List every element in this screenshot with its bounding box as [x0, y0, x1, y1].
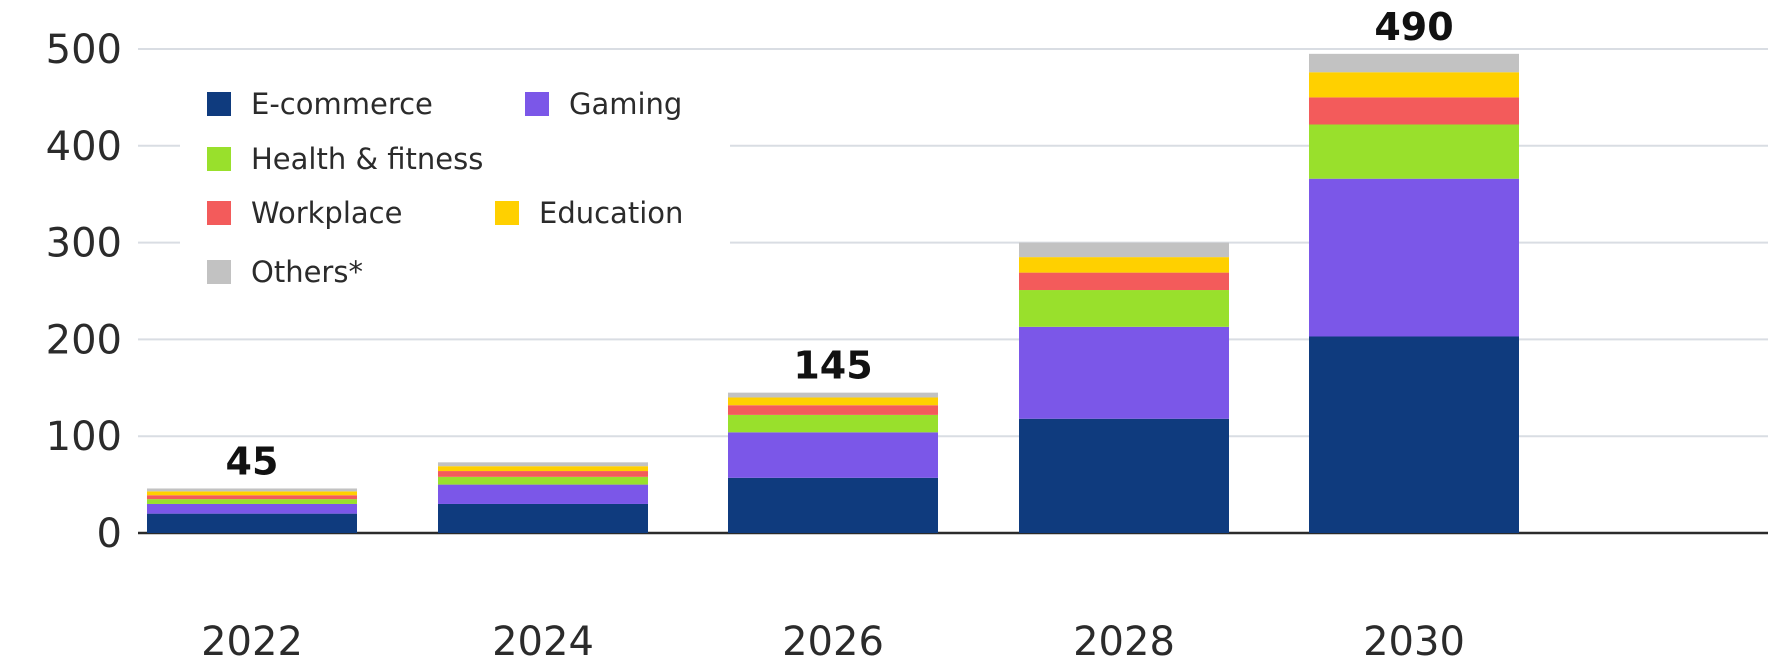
bar-segment-2022-workplace [147, 495, 357, 500]
legend-background [180, 70, 730, 315]
legend-swatch [207, 92, 231, 116]
bar-segment-2028-others [1019, 242, 1229, 258]
x-tick-label: 2024 [492, 619, 594, 659]
legend-label: Workplace [251, 196, 402, 230]
bar-segment-2028-e-commerce [1019, 418, 1229, 533]
bar-segment-2028-workplace [1019, 272, 1229, 291]
y-tick-label: 400 [46, 124, 122, 170]
bar-segment-2030-others [1309, 53, 1519, 73]
bar-segment-2030-education [1309, 72, 1519, 98]
y-tick-label: 0 [97, 511, 122, 557]
bar-segment-2022-gaming [147, 503, 357, 514]
bar-segment-2026-others [728, 392, 938, 398]
y-tick-label: 300 [46, 221, 122, 267]
x-tick-label: 2030 [1363, 619, 1465, 659]
bar-segment-2024-e-commerce [438, 503, 648, 533]
legend: E-commerce Gaming Health & fitness Workplac… [180, 70, 730, 315]
legend-swatch [207, 147, 231, 171]
bar-segment-2024-health-fitness [438, 476, 648, 485]
legend-swatch [207, 260, 231, 284]
x-axis-ticks: 2022 2024 2026 2028 2030 [201, 619, 1465, 659]
bar-segment-2028-education [1019, 257, 1229, 273]
bar-segment-2030-gaming [1309, 178, 1519, 337]
bar-segment-2028-gaming [1019, 326, 1229, 419]
bar-segment-2026-gaming [728, 432, 938, 478]
bar-segment-2030-health-fitness [1309, 124, 1519, 179]
legend-swatch [495, 201, 519, 225]
x-tick-label: 2026 [782, 619, 884, 659]
legend-label: Health & fitness [251, 142, 483, 176]
legend-swatch [207, 201, 231, 225]
bar-segment-2022-education [147, 491, 357, 496]
y-tick-label: 200 [46, 317, 122, 363]
bar-segment-2024-gaming [438, 484, 648, 504]
legend-label: E-commerce [251, 87, 433, 121]
y-tick-label: 100 [46, 414, 122, 460]
x-tick-label: 2028 [1073, 619, 1175, 659]
y-axis-ticks: 0 100 200 300 400 500 [46, 27, 122, 557]
bars [147, 53, 1519, 533]
bar-segment-2022-health-fitness [147, 499, 357, 504]
bar-segment-2030-workplace [1309, 97, 1519, 125]
total-labels: 45 145 490 [226, 5, 1454, 484]
bar-segment-2026-education [728, 397, 938, 406]
total-label: 490 [1374, 5, 1453, 49]
bar-segment-2026-workplace [728, 405, 938, 415]
bar-segment-2024-others [438, 462, 648, 467]
legend-label: Gaming [569, 87, 682, 121]
legend-label: Education [539, 196, 683, 230]
bar-segment-2028-health-fitness [1019, 290, 1229, 327]
bar-segment-2026-e-commerce [728, 477, 938, 533]
legend-label: Others* [251, 255, 363, 289]
bar-segment-2026-health-fitness [728, 414, 938, 433]
bar-segment-2024-workplace [438, 471, 648, 477]
bar-segment-2024-education [438, 466, 648, 472]
legend-swatch [525, 92, 549, 116]
total-label: 45 [226, 439, 279, 483]
y-tick-label: 500 [46, 27, 122, 73]
bar-segment-2022-e-commerce [147, 513, 357, 533]
x-tick-label: 2022 [201, 619, 303, 659]
bar-segment-2022-others [147, 488, 357, 492]
bar-segment-2030-e-commerce [1309, 336, 1519, 533]
total-label: 145 [793, 344, 872, 388]
